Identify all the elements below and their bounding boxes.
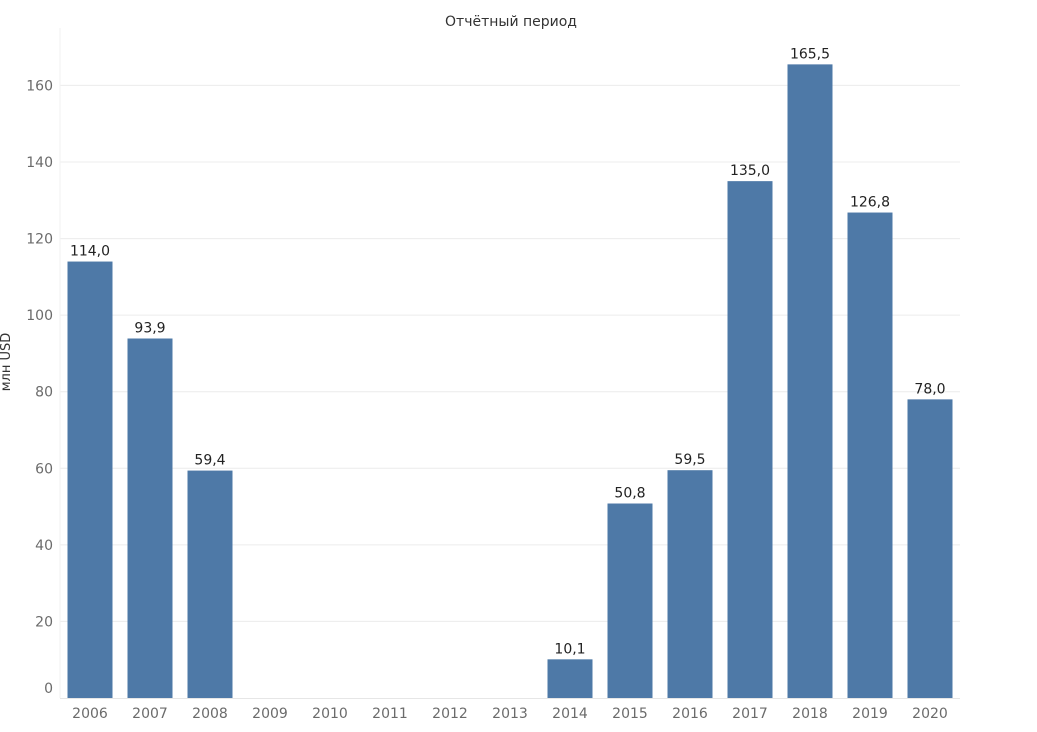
bar-2018 (787, 64, 833, 698)
x-tick-label: 2020 (912, 706, 948, 722)
y-tick-label: 60 (35, 461, 53, 477)
y-axis-label: млн USD (0, 333, 14, 392)
bar-2020 (907, 399, 953, 698)
data-label-2017: 135,0 (730, 163, 770, 179)
y-tick-label: 120 (26, 232, 53, 248)
x-tick-label: 2011 (372, 706, 408, 722)
bar-2007 (127, 338, 173, 698)
data-label-2014: 10,1 (554, 641, 585, 657)
data-label-2007: 93,9 (134, 320, 165, 336)
x-tick-label: 2014 (552, 706, 588, 722)
chart-title: Отчётный период (445, 14, 577, 30)
y-tick-label: 40 (35, 538, 53, 554)
x-tick-label: 2017 (732, 706, 768, 722)
data-label-2018: 165,5 (790, 46, 830, 62)
x-tick-label: 2016 (672, 706, 708, 722)
x-tick-label: 2018 (792, 706, 828, 722)
data-label-2016: 59,5 (674, 452, 705, 468)
data-label-2015: 50,8 (614, 486, 645, 502)
y-tick-label: 20 (35, 614, 53, 630)
bar-2017 (727, 181, 773, 699)
x-tick-label: 2008 (192, 706, 228, 722)
y-tick-label: 0 (44, 681, 53, 697)
x-tick-label: 2012 (432, 706, 468, 722)
bar-2019 (847, 212, 893, 698)
y-tick-label: 100 (26, 308, 53, 324)
data-label-2020: 78,0 (914, 381, 945, 397)
x-tick-label: 2015 (612, 706, 648, 722)
y-tick-label: 80 (35, 385, 53, 401)
x-tick-label: 2010 (312, 706, 348, 722)
bar-2016 (667, 470, 713, 698)
x-tick-label: 2009 (252, 706, 288, 722)
x-tick-label: 2007 (132, 706, 168, 722)
data-label-2019: 126,8 (850, 195, 890, 211)
x-tick-label: 2006 (72, 706, 108, 722)
data-label-2008: 59,4 (194, 453, 225, 469)
x-axis-ticks: 2006 2007 2008 2009 2010 2011 2012 2013 2014 2015… (72, 706, 948, 722)
bar-2006 (67, 261, 113, 698)
x-tick-label: 2013 (492, 706, 528, 722)
y-axis-ticks: 0 20 40 60 80 100 120 140 160 (26, 78, 53, 697)
data-label-2006: 114,0 (70, 244, 110, 260)
y-tick-label: 140 (26, 155, 53, 171)
y-tick-label: 160 (26, 78, 53, 94)
bar-2014 (547, 659, 593, 698)
bar-2015 (607, 503, 653, 698)
bars (67, 64, 953, 699)
bar-2008 (187, 470, 233, 698)
data-labels: 114,0 93,9 59,4 10,1 50,8 59,5 135,0 165,5 126,8… (70, 46, 946, 657)
x-tick-label: 2019 (852, 706, 888, 722)
